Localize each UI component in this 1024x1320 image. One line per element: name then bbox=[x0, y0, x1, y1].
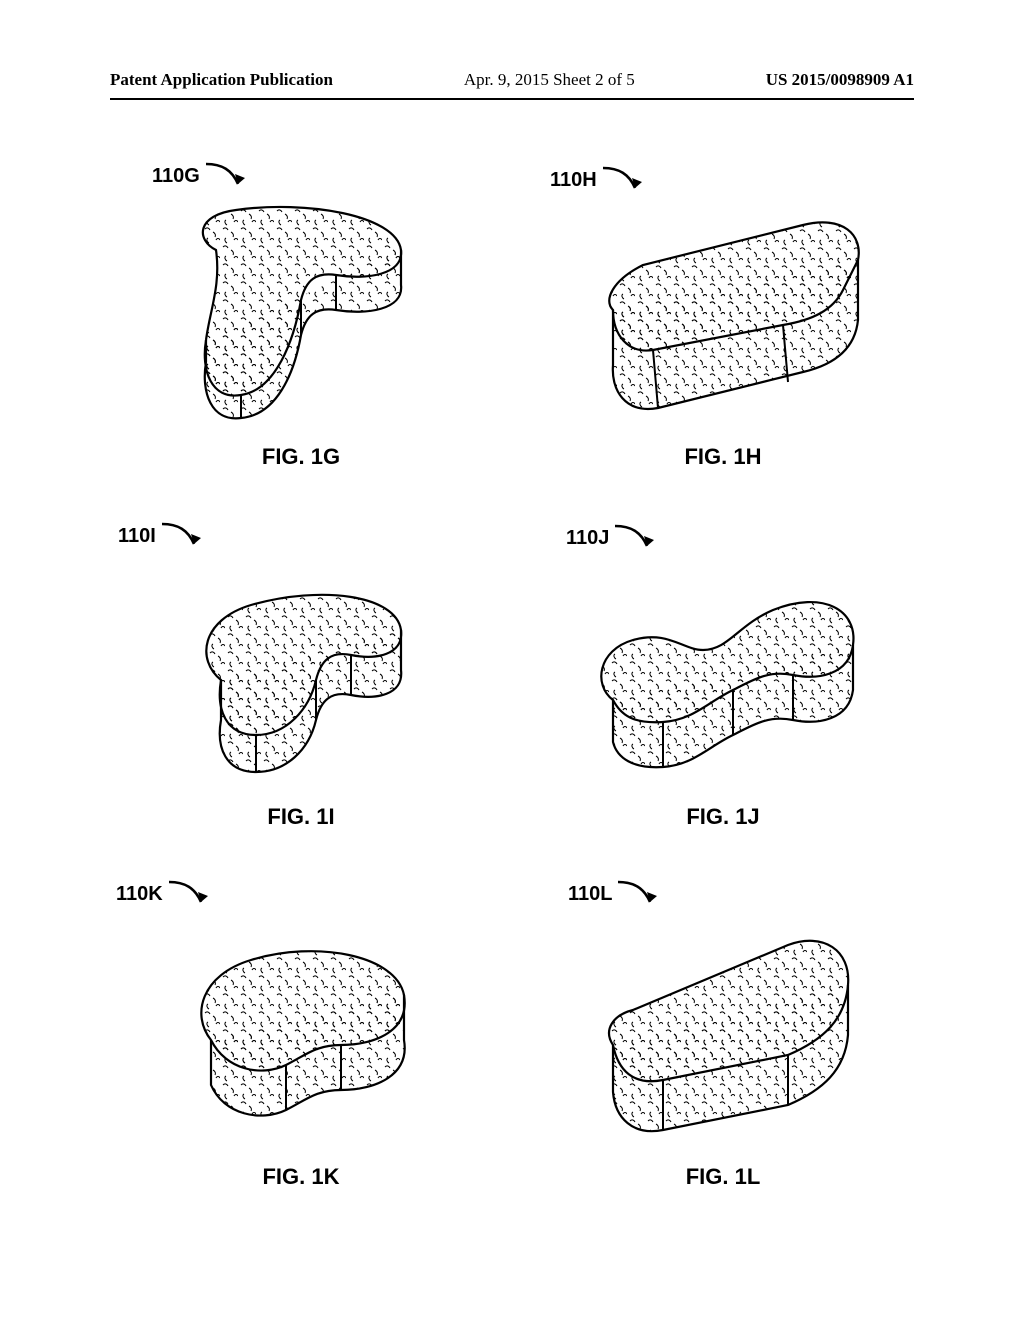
leader-arrow-icon bbox=[202, 158, 246, 194]
figure-grid: 110G FIG. 1G bbox=[110, 150, 914, 1190]
header-right: US 2015/0098909 A1 bbox=[766, 70, 914, 90]
ref-text-110G: 110G bbox=[152, 165, 200, 188]
ref-label-110J: 110J bbox=[566, 520, 655, 556]
ref-label-110H: 110H bbox=[550, 162, 643, 198]
ref-label-110G: 110G bbox=[152, 158, 246, 194]
page: Patent Application Publication Apr. 9, 2… bbox=[0, 0, 1024, 1320]
shape-110L bbox=[573, 920, 873, 1150]
leader-arrow-icon bbox=[611, 520, 655, 556]
caption-1G: FIG. 1G bbox=[262, 444, 340, 470]
ref-label-110K: 110K bbox=[116, 876, 209, 912]
caption-1H: FIG. 1H bbox=[684, 444, 761, 470]
caption-1I: FIG. 1I bbox=[267, 804, 334, 830]
figure-1I-cell: 110I FIG. 1I bbox=[110, 510, 492, 830]
caption-1J: FIG. 1J bbox=[686, 804, 759, 830]
shape-110K bbox=[166, 920, 436, 1150]
ref-text-110L: 110L bbox=[568, 883, 612, 906]
figure-1K-cell: 110K FIG. 1K bbox=[110, 870, 492, 1190]
shape-110H bbox=[563, 210, 883, 430]
figure-1G-cell: 110G FIG. 1G bbox=[110, 150, 492, 470]
shape-110I bbox=[171, 560, 431, 790]
figure-1J-cell: 110J FIG. 1J bbox=[532, 510, 914, 830]
header-center: Apr. 9, 2015 Sheet 2 of 5 bbox=[464, 70, 635, 90]
leader-arrow-icon bbox=[614, 876, 658, 912]
header-left: Patent Application Publication bbox=[110, 70, 333, 90]
figure-1H-cell: 110H FIG. 1H bbox=[532, 150, 914, 470]
leader-arrow-icon bbox=[599, 162, 643, 198]
header: Patent Application Publication Apr. 9, 2… bbox=[110, 70, 914, 100]
ref-text-110H: 110H bbox=[550, 169, 597, 192]
caption-1K: FIG. 1K bbox=[262, 1164, 339, 1190]
ref-label-110L: 110L bbox=[568, 876, 658, 912]
figure-1L-cell: 110L FIG. 1L bbox=[532, 870, 914, 1190]
leader-arrow-icon bbox=[165, 876, 209, 912]
caption-1L: FIG. 1L bbox=[686, 1164, 761, 1190]
leader-arrow-icon bbox=[158, 518, 202, 554]
ref-text-110I: 110I bbox=[118, 525, 156, 548]
shape-110G bbox=[166, 190, 436, 430]
shape-110J bbox=[573, 570, 873, 790]
ref-text-110J: 110J bbox=[566, 527, 609, 550]
ref-label-110I: 110I bbox=[118, 518, 202, 554]
ref-text-110K: 110K bbox=[116, 883, 163, 906]
